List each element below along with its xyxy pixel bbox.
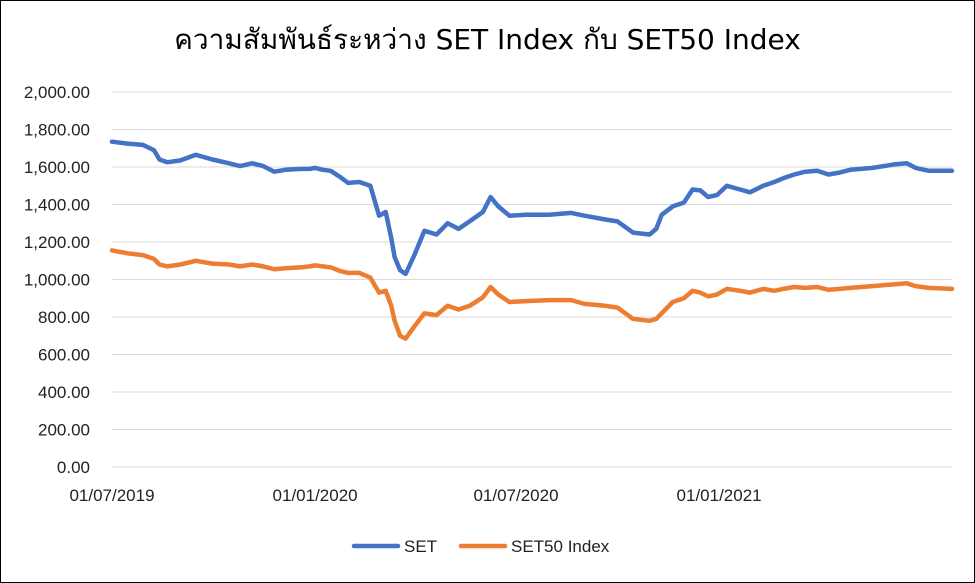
y-axis-ticks: 0.00 200.00 400.00 600.00 800.00 1,000.00 1,20… — [24, 83, 90, 477]
y-tick-label: 600.00 — [38, 346, 90, 365]
x-tick-label: 01/01/2020 — [273, 486, 358, 505]
y-tick-label: 400.00 — [38, 383, 90, 402]
series-lines — [109, 139, 955, 341]
y-tick-label: 1,600.00 — [24, 158, 90, 177]
grid-lines — [112, 91, 952, 468]
series-line-set50-index — [109, 248, 955, 341]
legend: SET SET50 Index — [351, 537, 610, 556]
y-tick-label: 2,000.00 — [24, 83, 90, 102]
y-tick-label: 200.00 — [38, 421, 90, 440]
y-tick-label: 1,400.00 — [24, 196, 90, 215]
x-axis-ticks: 01/07/2019 01/01/2020 01/07/2020 01/01/2021 — [69, 486, 761, 505]
x-tick-label: 01/07/2020 — [473, 486, 558, 505]
y-tick-label: 0.00 — [57, 458, 90, 477]
y-tick-label: 1,200.00 — [24, 233, 90, 252]
series-line-set — [109, 139, 955, 277]
chart-title: ความสัมพันธ์ระหว่าง SET Index กับ SET50 … — [174, 23, 801, 56]
x-tick-label: 01/07/2019 — [69, 486, 154, 505]
legend-label: SET50 Index — [511, 537, 610, 556]
y-tick-label: 1,000.00 — [24, 271, 90, 290]
legend-label: SET — [404, 537, 437, 556]
y-tick-label: 1,800.00 — [24, 121, 90, 140]
y-tick-label: 800.00 — [38, 308, 90, 327]
x-tick-label: 01/01/2021 — [677, 486, 762, 505]
